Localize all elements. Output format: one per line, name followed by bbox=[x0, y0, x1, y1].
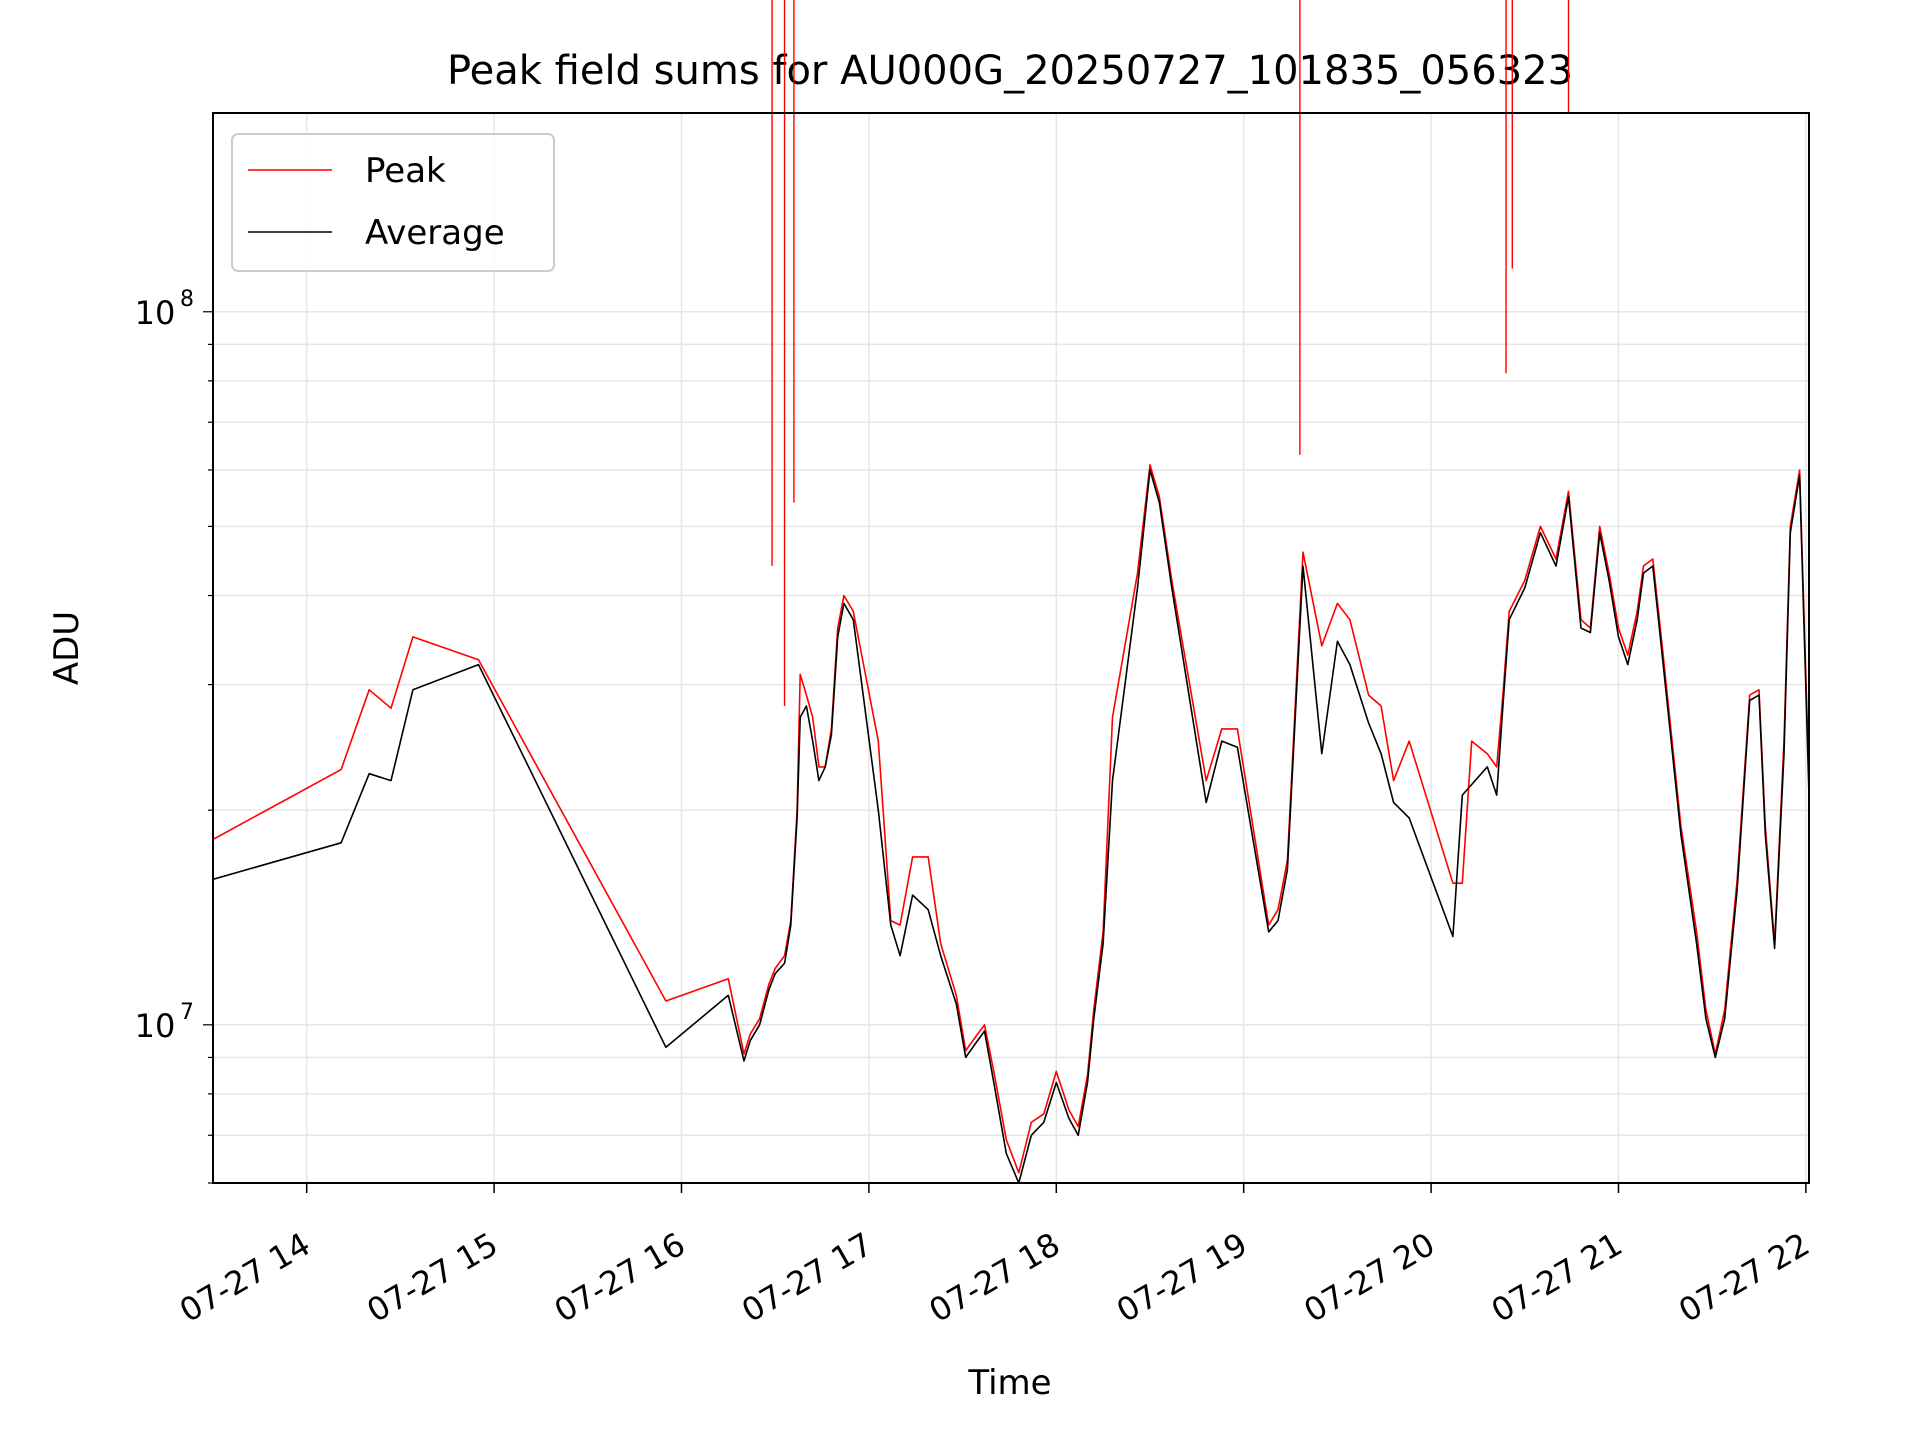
y-tick-exponent: 8 bbox=[180, 287, 194, 312]
y-tick-exponent: 7 bbox=[180, 1000, 194, 1025]
chart-title: Peak field sums for AU000G_20250727_1018… bbox=[447, 48, 1573, 94]
plot-area bbox=[213, 0, 1809, 1183]
y-tick-label: 10 bbox=[135, 1007, 176, 1045]
legend-box bbox=[231, 133, 555, 272]
axes-frame bbox=[212, 112, 1810, 1184]
y-tick-label: 10 bbox=[135, 294, 176, 332]
y-axis-label: ADU bbox=[47, 611, 87, 685]
legend: Peak Average bbox=[231, 133, 555, 272]
series-line-peak bbox=[213, 463, 1809, 1174]
legend-label-average: Average bbox=[365, 213, 505, 253]
legend-label-peak: Peak bbox=[365, 151, 446, 191]
series-line-average bbox=[213, 469, 1809, 1183]
x-axis-label: Time bbox=[967, 1363, 1051, 1403]
